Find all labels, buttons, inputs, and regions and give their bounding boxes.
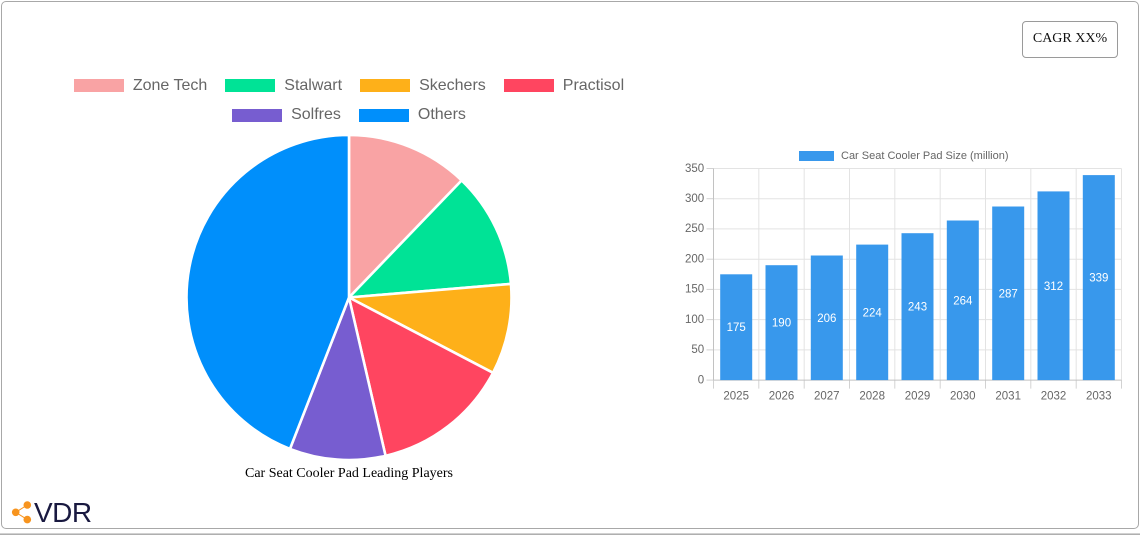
svg-text:2028: 2028 <box>859 390 885 402</box>
svg-text:200: 200 <box>685 254 704 266</box>
svg-text:287: 287 <box>999 288 1018 300</box>
svg-text:100: 100 <box>685 314 704 326</box>
svg-text:150: 150 <box>685 284 704 296</box>
svg-text:300: 300 <box>685 193 704 205</box>
svg-text:250: 250 <box>685 223 704 235</box>
svg-text:2026: 2026 <box>769 390 795 402</box>
svg-text:312: 312 <box>1044 281 1063 293</box>
svg-text:50: 50 <box>691 344 704 356</box>
svg-text:2029: 2029 <box>905 390 931 402</box>
svg-text:175: 175 <box>727 322 746 334</box>
svg-text:206: 206 <box>817 313 836 325</box>
svg-text:0: 0 <box>698 374 704 386</box>
svg-text:2031: 2031 <box>995 390 1021 402</box>
svg-text:243: 243 <box>908 302 927 314</box>
svg-text:190: 190 <box>772 318 791 330</box>
svg-text:264: 264 <box>953 295 973 307</box>
svg-text:339: 339 <box>1089 273 1108 285</box>
svg-text:2027: 2027 <box>814 390 840 402</box>
svg-text:2033: 2033 <box>1086 390 1112 402</box>
svg-text:2030: 2030 <box>950 390 976 402</box>
svg-text:224: 224 <box>863 307 883 319</box>
svg-text:350: 350 <box>685 163 704 175</box>
svg-text:2032: 2032 <box>1041 390 1067 402</box>
svg-text:2025: 2025 <box>723 390 749 402</box>
